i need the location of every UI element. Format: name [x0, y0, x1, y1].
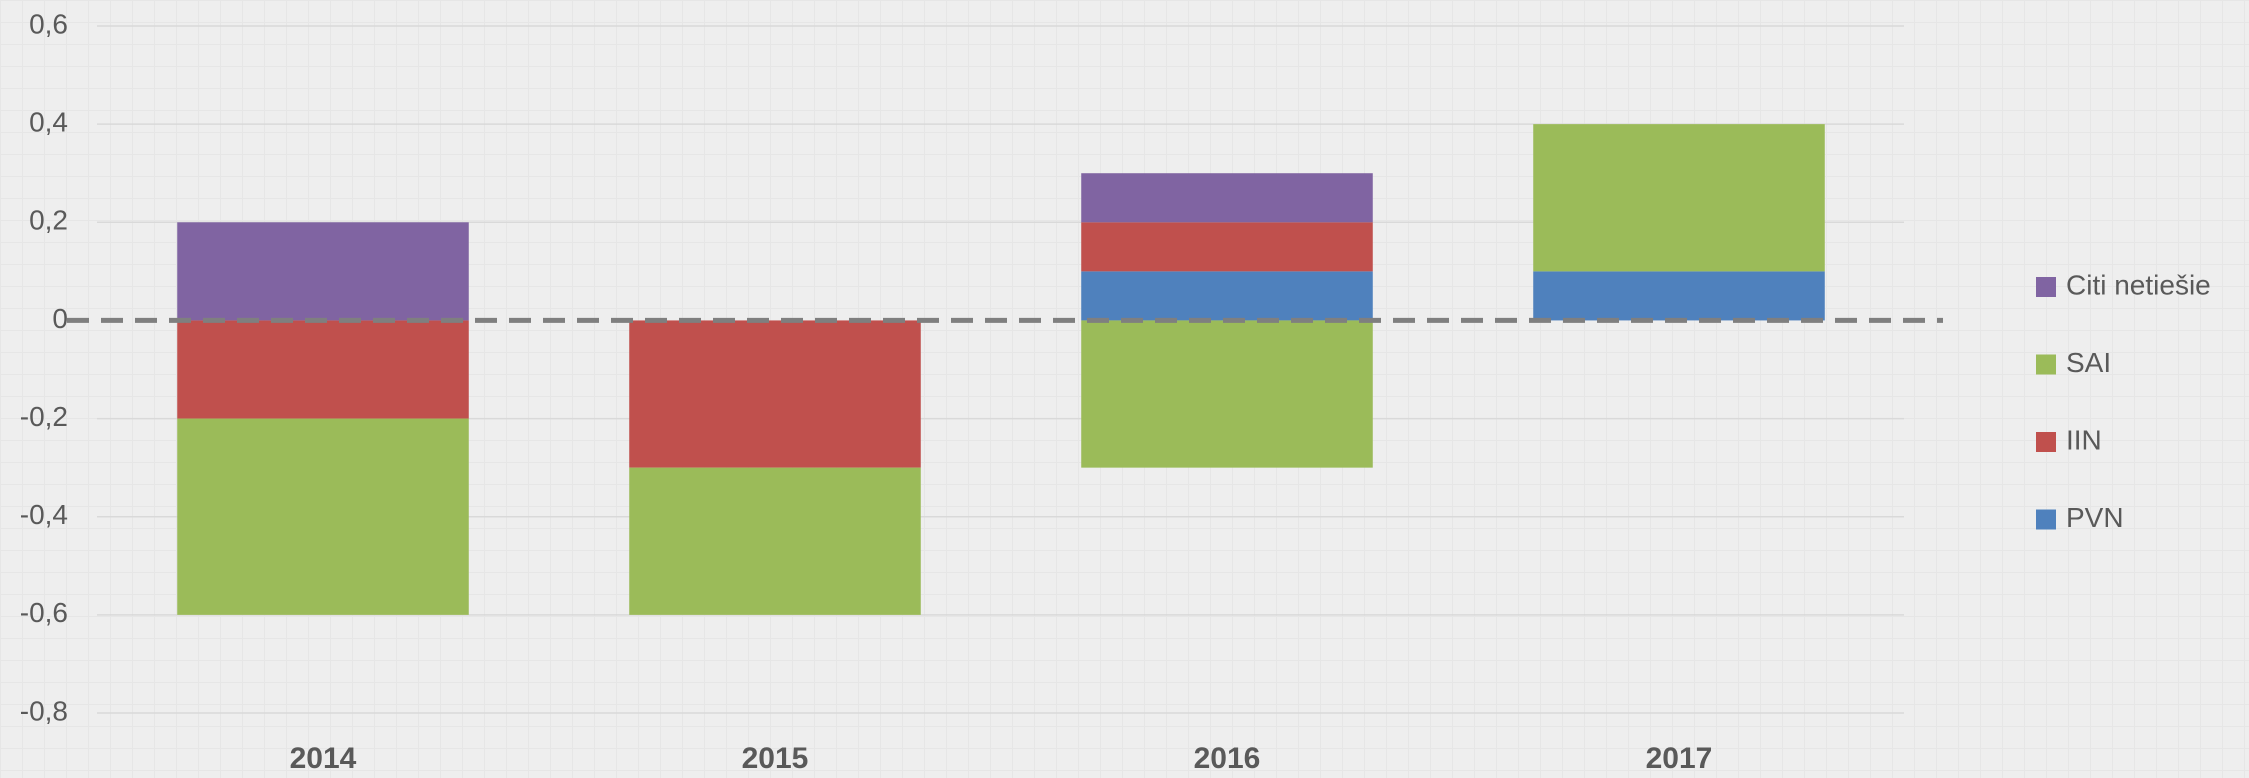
legend-swatch — [2036, 277, 2056, 297]
legend-swatch — [2036, 432, 2056, 452]
y-tick-label: 0 — [52, 303, 68, 334]
x-tick-label: 2017 — [1646, 742, 1713, 775]
legend-label: PVN — [2066, 502, 2124, 533]
legend-swatch — [2036, 354, 2056, 375]
legend-label: Citi netiešie — [2066, 269, 2211, 300]
bar-segment — [629, 467, 921, 615]
bar-segment — [1081, 173, 1373, 223]
y-tick-label: 0,2 — [29, 205, 68, 236]
bar-segment — [177, 320, 469, 419]
y-tick-label: 0,4 — [29, 107, 68, 138]
x-tick-label: 2016 — [1194, 742, 1261, 775]
bar-segment — [1081, 320, 1373, 468]
bar-segment — [177, 418, 469, 615]
legend-label: IIN — [2066, 424, 2102, 455]
legend-label: SAI — [2066, 347, 2111, 378]
y-tick-label: 0,6 — [29, 8, 68, 39]
bar-segment — [1533, 124, 1825, 272]
bar-segment — [1081, 271, 1373, 321]
x-tick-label: 2015 — [742, 742, 809, 775]
y-tick-label: -0,2 — [20, 401, 68, 432]
bar-segment — [177, 222, 469, 321]
bar-segment — [1533, 271, 1825, 321]
x-tick-label: 2014 — [290, 742, 357, 775]
y-tick-label: -0,6 — [20, 597, 68, 628]
bar-segment — [629, 320, 921, 468]
legend-swatch — [2036, 509, 2056, 530]
y-tick-label: -0,4 — [20, 499, 68, 530]
y-tick-label: -0,8 — [20, 695, 68, 726]
bar-segment — [1081, 222, 1373, 272]
